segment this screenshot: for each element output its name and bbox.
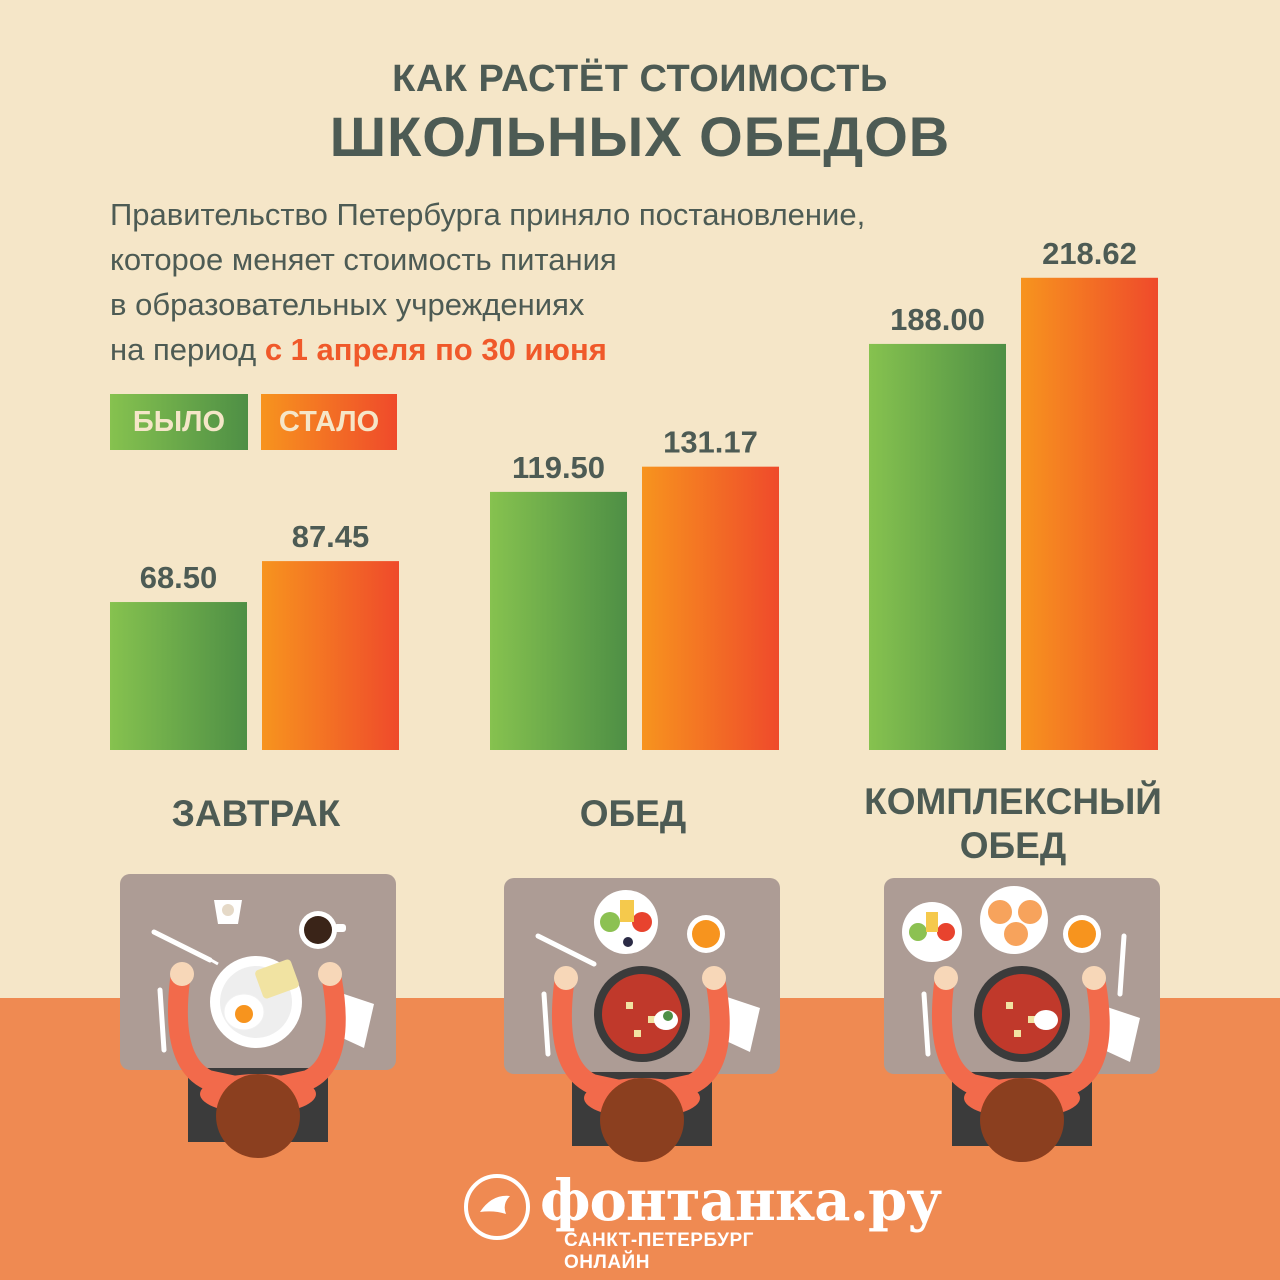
value-label-new-2: 218.62: [1042, 236, 1137, 271]
fork-icon: [1117, 933, 1127, 997]
value-label-new-1: 131.17: [663, 425, 758, 460]
knife-icon: [921, 991, 931, 1057]
subtitle-line: на период с 1 апреля по 30 июня: [110, 327, 865, 372]
subtitle-line: в образовательных учреждениях: [110, 287, 585, 322]
child-icon: [931, 966, 1110, 1162]
legend-new: СТАЛО: [261, 394, 397, 450]
category-label-line: ОБЕД: [959, 825, 1067, 866]
milk-jug-icon: [214, 900, 242, 924]
coffee-cup-icon: [299, 911, 346, 949]
category-label-line: ЗАВТРАК: [171, 793, 341, 834]
bar-old-2: [869, 343, 1006, 750]
fontanka-bird-logo-icon: [464, 1174, 530, 1240]
knife-icon: [157, 987, 167, 1053]
soup-bowl-icon: [594, 966, 690, 1062]
subtitle-line: Правительство Петербурга приняло постано…: [110, 197, 866, 232]
salad-plate-icon: [594, 890, 658, 954]
category-label-line: КОМПЛЕКСНЫЙ: [864, 781, 1162, 822]
lunch-table-illustration: [504, 878, 780, 1162]
title-line-2: ШКОЛЬНЫХ ОБЕДОВ: [329, 105, 951, 168]
subtitle-prefix: на период: [110, 332, 265, 367]
child-icon: [167, 962, 346, 1158]
value-label-old-1: 119.50: [512, 450, 605, 485]
subtitle-line: которое меняет стоимость питания: [110, 242, 617, 277]
napkin-icon: [338, 992, 374, 1048]
soup-bowl-icon: [974, 966, 1070, 1062]
subtitle: Правительство Петербурга приняло постано…: [110, 192, 865, 372]
logo-name: фонтанка.ру: [540, 1168, 942, 1234]
breakfast-table-illustration: [120, 874, 396, 1158]
logo-subtitle: САНКТ-ПЕТЕРБУРГ ОНЛАЙН: [564, 1230, 754, 1273]
value-label-old-2: 188.00: [890, 302, 985, 337]
title-line-1: КАК РАСТЁТ СТОИМОСТЬ: [392, 58, 888, 100]
category-label-complex-lunch: КОМПЛЕКСНЫЙ ОБЕД: [853, 780, 1173, 868]
tea-cup-icon: [687, 915, 725, 953]
bar-new-1: [642, 466, 779, 750]
knife-icon: [541, 991, 551, 1057]
bar-new-0: [262, 561, 399, 750]
value-label-new-0: 87.45: [292, 519, 370, 554]
salad-plate-icon: [902, 902, 962, 962]
legend-old: БЫЛО: [110, 394, 248, 450]
napkin-icon: [1104, 1006, 1140, 1062]
complex-lunch-table-illustration: [884, 878, 1160, 1162]
category-label-lunch: ОБЕД: [473, 792, 793, 836]
main-course-plate-icon: [980, 886, 1048, 954]
bar-old-0: [110, 602, 247, 750]
bar-old-1: [490, 491, 627, 750]
fontanka-logo: фонтанка.ру САНКТ-ПЕТЕРБУРГ ОНЛАЙН: [462, 1168, 942, 1273]
fork-icon: [535, 933, 597, 967]
tea-cup-icon: [1063, 915, 1101, 953]
category-label-line: ОБЕД: [579, 793, 687, 834]
date-range-highlight: с 1 апреля по 30 июня: [264, 332, 607, 367]
plate-with-egg-icon: [210, 956, 302, 1048]
bar-new-2: [1021, 277, 1158, 750]
value-label-old-0: 68.50: [140, 560, 218, 595]
category-label-breakfast: ЗАВТРАК: [96, 792, 416, 836]
fork-icon: [151, 929, 219, 966]
napkin-icon: [724, 996, 760, 1052]
child-icon: [551, 966, 730, 1162]
